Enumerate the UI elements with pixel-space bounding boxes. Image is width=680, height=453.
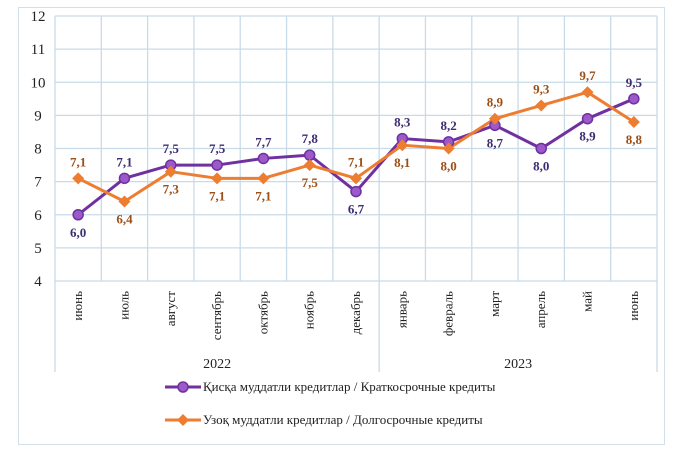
data-point <box>350 172 362 185</box>
data-point <box>535 142 547 155</box>
year-label: 2022 <box>203 357 231 372</box>
data-point <box>303 159 316 172</box>
data-label: 8,7 <box>487 135 504 150</box>
legend-diamond-marker-icon <box>165 414 201 426</box>
x-tick-label: март <box>487 291 502 317</box>
y-tick-label: 7 <box>34 175 42 191</box>
data-point <box>581 112 594 125</box>
data-label: 7,1 <box>209 188 225 203</box>
data-point <box>257 172 270 185</box>
x-tick-label: апрель <box>533 291 548 328</box>
data-label: 7,1 <box>255 188 271 203</box>
data-point <box>72 209 84 221</box>
data-point <box>535 99 548 112</box>
data-label: 7,5 <box>163 141 180 156</box>
x-tick-label: июнь <box>626 291 641 321</box>
data-label: 6,0 <box>70 225 86 240</box>
data-label: 7,3 <box>163 182 180 197</box>
series-line <box>77 90 635 203</box>
data-point <box>488 112 501 125</box>
x-tick-label: октябрь <box>255 291 270 334</box>
data-point <box>118 195 131 208</box>
data-point <box>581 86 594 99</box>
x-tick-label: январь <box>394 291 409 328</box>
y-tick-label: 12 <box>31 9 46 25</box>
x-tick-label: ноябрь <box>302 291 317 329</box>
data-label: 8,0 <box>440 159 456 174</box>
data-label: 8,9 <box>579 129 596 144</box>
data-label: 7,1 <box>116 154 132 169</box>
y-tick-label: 11 <box>31 42 45 58</box>
data-point <box>627 116 640 128</box>
data-point <box>72 172 85 185</box>
data-label: 8,3 <box>394 115 411 130</box>
data-label: 8,0 <box>533 159 549 174</box>
data-point <box>164 165 177 178</box>
x-tick-label: август <box>163 291 178 327</box>
x-tick-label: февраль <box>441 291 456 336</box>
year-label: 2023 <box>504 357 532 372</box>
chart-frame <box>18 7 665 445</box>
data-label: 8,2 <box>440 118 456 133</box>
data-label: 6,4 <box>116 212 133 227</box>
data-label: 9,3 <box>533 81 550 96</box>
data-point <box>211 172 224 185</box>
y-tick-label: 8 <box>34 142 42 158</box>
data-label: 7,5 <box>302 175 319 190</box>
data-point <box>211 159 223 171</box>
data-point <box>442 142 455 155</box>
data-label: 6,7 <box>348 202 365 217</box>
data-point <box>303 149 316 161</box>
y-tick-label: 4 <box>34 274 42 290</box>
y-tick-label: 5 <box>34 241 42 257</box>
x-tick-label: июль <box>116 291 131 320</box>
legend-label: Узоқ муддатли кредитлар / Долгосрочные к… <box>203 412 483 427</box>
data-label: 7,1 <box>348 154 364 169</box>
data-label: 7,1 <box>70 154 86 169</box>
data-point <box>396 139 409 152</box>
data-label: 9,7 <box>579 68 596 83</box>
x-tick-label: сентябрь <box>209 291 224 340</box>
data-point <box>118 172 131 185</box>
data-label: 9,5 <box>626 75 643 90</box>
y-tick-label: 10 <box>31 75 46 91</box>
data-label: 7,8 <box>302 131 319 146</box>
data-point <box>628 93 640 105</box>
data-label: 8,1 <box>394 155 410 170</box>
legend-label: Қисқа муддатли кредитлар / Краткосрочные… <box>203 379 496 394</box>
data-label: 7,5 <box>209 141 226 156</box>
x-tick-label: июнь <box>70 291 85 321</box>
legend-circle-marker-icon <box>165 381 201 393</box>
x-tick-label: декабрь <box>348 291 363 334</box>
x-tick-label: май <box>580 291 595 312</box>
legend-item-long-term: Узоқ муддатли кредитлар / Долгосрочные к… <box>165 412 483 428</box>
data-label: 8,8 <box>626 132 643 147</box>
data-point <box>350 185 362 198</box>
y-tick-label: 6 <box>34 208 42 224</box>
legend-item-short-term: Қисқа муддатли кредитлар / Краткосрочные… <box>165 379 495 395</box>
data-point <box>257 152 270 165</box>
data-label: 8,9 <box>487 95 504 110</box>
data-label: 7,7 <box>255 134 272 149</box>
y-tick-label: 9 <box>34 108 42 124</box>
